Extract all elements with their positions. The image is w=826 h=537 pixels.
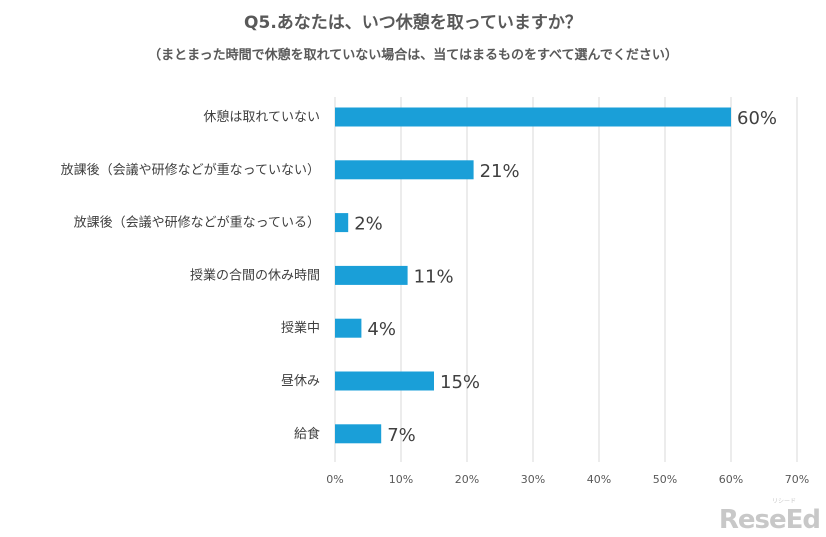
x-tick-label: 60% (719, 473, 743, 486)
x-tick-label: 20% (455, 473, 479, 486)
value-label: 60% (737, 108, 777, 129)
value-label: 4% (367, 319, 396, 340)
value-label: 21% (480, 161, 520, 182)
value-labels: 60% 21% 2% 11% 4% 15% 7% (354, 108, 777, 446)
bar (335, 318, 362, 338)
x-tick-label: 0% (326, 473, 343, 486)
category-label: 放課後（会議や研修などが重なっている） (74, 215, 320, 231)
bars (335, 107, 731, 444)
category-label: 昼休み (281, 374, 320, 389)
bar (335, 265, 408, 285)
chart-title: Q5.あなたは、いつ休憩を取っていますか？ (244, 13, 582, 33)
grid-lines (334, 97, 798, 462)
category-label: 放課後（会議や研修などが重なっていない） (61, 162, 320, 178)
bar (335, 107, 731, 127)
bar (335, 160, 474, 180)
bar (335, 213, 349, 233)
x-tick-labels: 0% 10% 20% 30% 40% 50% 60% 70% (326, 473, 809, 486)
logo-subtext: リシード (771, 498, 796, 505)
x-tick-label: 10% (389, 473, 413, 486)
reseed-logo: ReseEd (718, 505, 821, 535)
category-label: 休憩は取れていない (203, 109, 320, 125)
x-tick-label: 70% (785, 473, 809, 486)
category-label: 授業中 (281, 320, 320, 336)
bar (335, 424, 382, 444)
value-label: 15% (440, 372, 480, 393)
category-label: 授業の合間の休み時間 (190, 267, 320, 283)
category-label: 給食 (294, 426, 320, 442)
chart-subtitle: （まとまった時間で休憩を取れていない場合は、当てはまるものをすべて選んでください… (148, 48, 678, 63)
value-label: 11% (414, 266, 454, 287)
x-tick-label: 30% (521, 473, 545, 486)
x-tick-label: 50% (653, 473, 677, 486)
value-label: 7% (387, 425, 416, 446)
bar (335, 371, 434, 391)
value-label: 2% (354, 214, 383, 235)
x-tick-label: 40% (587, 473, 611, 486)
